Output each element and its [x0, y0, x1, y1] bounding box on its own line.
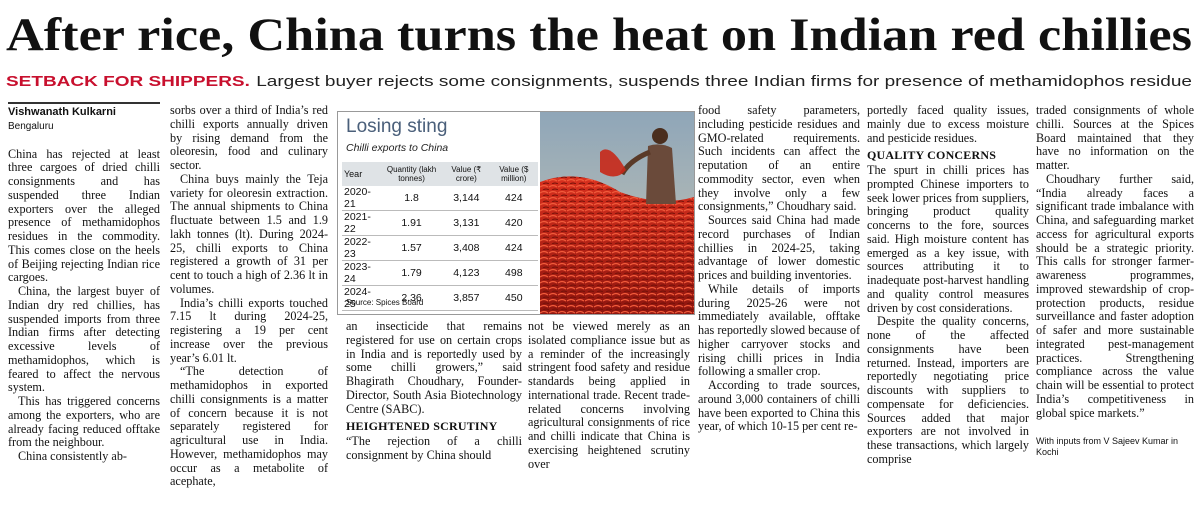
paragraph: sorbs over a third of India’s red chilli… — [170, 104, 328, 172]
paragraph: While details of imports during 2025-26 … — [698, 281, 860, 379]
column: an insecticide that remains registered f… — [346, 320, 522, 508]
table-cell: 420 — [489, 210, 538, 236]
byline-rule — [8, 102, 160, 104]
subhead: HEIGHTENED SCRUTINY — [346, 419, 498, 434]
table-cell: 2023-24 — [342, 260, 380, 286]
paragraph: China has rejected at least three cargoe… — [8, 146, 160, 285]
table-cell: 1.91 — [379, 210, 444, 236]
table-cell: 1.57 — [379, 235, 444, 261]
paragraph: “The rejection of a chilli consignment b… — [346, 434, 522, 462]
paragraph: portedly faced quality issues, mainly du… — [867, 104, 1029, 145]
table-cell: 3,131 — [443, 210, 490, 236]
table-cell: 1.8 — [379, 186, 444, 211]
photo — [540, 112, 694, 314]
column: portedly faced quality issues, mainly du… — [867, 104, 1029, 508]
photo-texture — [540, 176, 694, 314]
standfirst: SETBACK FOR SHIPPERS. Largest buyer rejec… — [6, 73, 1192, 90]
table-cell: 450 — [489, 285, 538, 311]
data-table: Year Quantity (lakh tonnes) Value (₹ cro… — [342, 162, 538, 311]
table-subtitle: Chilli exports to China — [346, 142, 449, 154]
paragraph: an insecticide that remains registered f… — [346, 320, 522, 416]
table-cell: 2022-23 — [342, 235, 380, 261]
paragraph: “The detection of methamidophos in expor… — [170, 364, 328, 489]
paragraph: Sources said China had made record purch… — [698, 213, 860, 282]
table-cell: 424 — [489, 235, 538, 261]
credit: With inputs from V Sajeev Kumar in Kochi — [1036, 436, 1179, 458]
table-row: 2024-25 2.36 3,857 450 — [342, 285, 538, 311]
table-cell: 498 — [489, 260, 538, 286]
table-title: Losing sting — [346, 116, 448, 137]
column: not be viewed merely as an isolated comp… — [528, 320, 690, 508]
table-cell: 2021-22 — [342, 210, 380, 236]
table-cell: 2.36 — [379, 285, 444, 311]
table-cell: 424 — [489, 186, 538, 211]
table-body: 2020-21 1.8 3,144 424 2021-22 1.91 3,131 420 202… — [342, 186, 538, 311]
table-row: 2021-22 1.91 3,131 420 — [342, 210, 538, 236]
paragraph: Despite the quality concerns, none of th… — [867, 314, 1029, 466]
column: sorbs over a third of India’s red chilli… — [170, 104, 328, 508]
table-source: Source: Spices Board — [346, 298, 424, 307]
paragraph: Choudhary further said, “India already f… — [1036, 171, 1194, 420]
table-row: 2022-23 1.57 3,408 424 — [342, 235, 538, 261]
table-cell: 4,123 — [443, 260, 490, 286]
paragraph: not be viewed merely as an isolated comp… — [528, 320, 690, 471]
paragraph: The spurt in chilli prices has prompted … — [867, 163, 1029, 315]
paragraph: traded consignments of whole chilli. Sou… — [1036, 104, 1194, 172]
paragraph: food safety parameters, including pestic… — [698, 104, 860, 214]
header-cell: Quantity (lakh tonnes) — [379, 162, 444, 186]
paragraph: This has triggered concerns among the ex… — [8, 394, 160, 450]
header-cell: Year — [342, 162, 380, 186]
column: traded consignments of whole chilli. Sou… — [1036, 104, 1194, 510]
location: Bengaluru — [8, 120, 54, 132]
paragraph: According to trade sources, around 3,000… — [698, 378, 860, 434]
paragraph: India’s chilli exports touched 7.15 lt d… — [170, 295, 328, 365]
table-cell: 1.79 — [379, 260, 444, 286]
header-row: Year Quantity (lakh tonnes) Value (₹ cro… — [342, 162, 538, 186]
paragraph: China, the largest buyer of Indian dry r… — [8, 284, 160, 395]
author: Vishwanath Kulkarni — [8, 106, 116, 118]
column: food safety parameters, including pestic… — [698, 104, 860, 508]
kicker: SETBACK FOR SHIPPERS. — [6, 73, 250, 90]
table-row: 2020-21 1.8 3,144 424 — [342, 186, 538, 211]
column: Vishwanath Kulkarni Bengaluru China has … — [8, 106, 160, 508]
table-cell: 2020-21 — [342, 186, 380, 211]
header: After rice, China turns the heat on Indi… — [6, 9, 1192, 90]
paragraph: China buys mainly the Teja variety for o… — [170, 171, 328, 296]
headline: After rice, China turns the heat on Indi… — [6, 9, 1192, 61]
subtitle: Largest buyer rejects some consignments,… — [256, 73, 1192, 90]
table-row: 2023-24 1.79 4,123 498 — [342, 260, 538, 286]
infobox: Losing sting Chilli exports to China Yea… — [337, 111, 695, 315]
header-cell: Value (₹ crore) — [443, 162, 490, 186]
header-cell: Value ($ million) — [489, 162, 538, 186]
table-cell: 3,408 — [443, 235, 490, 261]
subhead: QUALITY CONCERNS — [867, 148, 997, 163]
photo-figure — [600, 128, 676, 204]
paragraph: China consistently ab- — [18, 449, 127, 463]
table-cell: 3,144 — [443, 186, 490, 211]
table-cell: 3,857 — [443, 285, 490, 311]
table-cell: 2024-25 — [342, 285, 380, 311]
